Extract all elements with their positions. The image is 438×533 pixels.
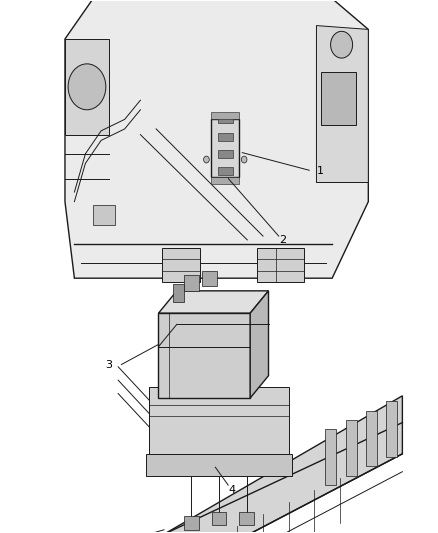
Bar: [162, 247, 200, 282]
Bar: [211, 119, 240, 177]
Bar: [321, 71, 356, 125]
Polygon shape: [146, 454, 292, 476]
Polygon shape: [65, 0, 368, 278]
Polygon shape: [250, 291, 268, 398]
Bar: [218, 133, 233, 141]
Circle shape: [331, 31, 353, 58]
Text: 1: 1: [316, 166, 323, 176]
Bar: [93, 205, 115, 224]
Circle shape: [241, 156, 247, 163]
Text: 3: 3: [106, 360, 113, 369]
Circle shape: [68, 64, 106, 110]
Bar: [346, 420, 357, 475]
Bar: [184, 516, 199, 530]
Bar: [218, 115, 233, 123]
Bar: [202, 271, 217, 286]
Text: 2: 2: [279, 235, 286, 245]
Polygon shape: [159, 291, 268, 313]
Bar: [159, 313, 250, 398]
Polygon shape: [149, 387, 289, 454]
Bar: [239, 512, 254, 526]
Bar: [325, 429, 336, 485]
Polygon shape: [149, 387, 164, 454]
Bar: [212, 512, 226, 526]
Polygon shape: [164, 396, 403, 533]
Bar: [257, 247, 304, 282]
Polygon shape: [316, 26, 368, 182]
Bar: [184, 275, 199, 291]
Text: 4: 4: [228, 484, 235, 495]
Bar: [173, 284, 184, 302]
Bar: [218, 150, 233, 158]
Bar: [211, 112, 240, 119]
Circle shape: [204, 156, 209, 163]
Polygon shape: [65, 39, 109, 135]
Bar: [211, 177, 240, 184]
Bar: [218, 167, 233, 175]
Bar: [386, 401, 397, 457]
Bar: [366, 410, 377, 466]
